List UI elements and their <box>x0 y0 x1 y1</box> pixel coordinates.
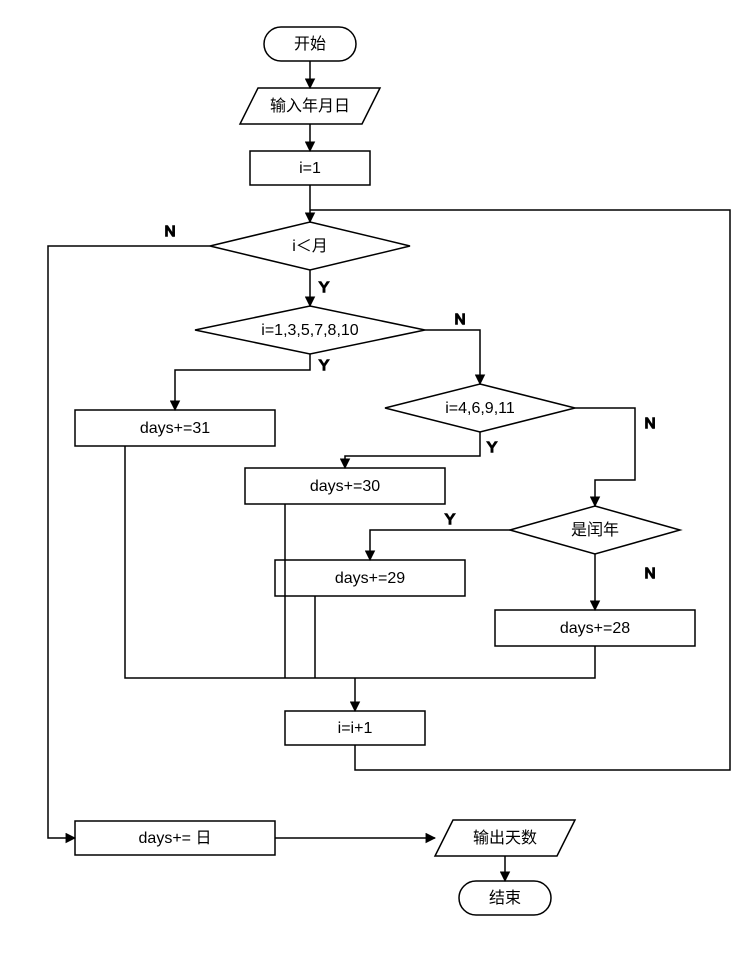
svg-text:i=4,6,9,11: i=4,6,9,11 <box>445 400 515 417</box>
svg-text:结束: 结束 <box>489 889 521 907</box>
node-cond3: i=4,6,9,11 <box>385 384 575 432</box>
svg-text:days+= 日: days+= 日 <box>139 830 212 847</box>
svg-text:i=1: i=1 <box>299 160 321 177</box>
svg-text:i=i+1: i=i+1 <box>338 720 373 737</box>
svg-text:i=1,3,5,7,8,10: i=1,3,5,7,8,10 <box>261 322 359 339</box>
flowchart-svg: 开始输入年月日 i=1 i＜月 i=1,3,5,7,8,10 i=4,6,9,11 day… <box>10 10 749 967</box>
svg-text:days+=30: days+=30 <box>310 478 380 495</box>
node-inc: i=i+1 <box>285 711 425 745</box>
node-cond2: i=1,3,5,7,8,10 <box>195 306 425 354</box>
cond3-y-label: Y <box>487 439 497 456</box>
svg-text:days+=29: days+=29 <box>335 570 405 587</box>
cond3-n-label: N <box>645 415 656 432</box>
cond2-y-label: Y <box>319 357 329 374</box>
svg-text:days+=28: days+=28 <box>560 620 630 637</box>
node-cond1: i＜月 <box>210 222 410 270</box>
node-dday: days+= 日 <box>75 821 275 855</box>
node-input: 输入年月日 <box>240 88 380 124</box>
cond1-y-label: Y <box>319 279 329 296</box>
node-d30: days+=30 <box>245 468 445 504</box>
node-d31: days+=31 <box>75 410 275 446</box>
svg-text:i＜月: i＜月 <box>292 238 328 255</box>
node-d28: days+=28 <box>495 610 695 646</box>
node-end: 结束 <box>459 881 551 915</box>
svg-text:开始: 开始 <box>294 35 326 53</box>
node-d29: days+=29 <box>275 560 465 596</box>
node-output: 输出天数 <box>435 820 575 856</box>
svg-text:是闰年: 是闰年 <box>571 521 619 539</box>
node-leap: 是闰年 <box>510 506 680 554</box>
svg-text:输出天数: 输出天数 <box>473 829 537 847</box>
leap-y-label: Y <box>445 511 455 528</box>
leap-n-label: N <box>645 565 656 582</box>
node-init: i=1 <box>250 151 370 185</box>
cond1-n-label: N <box>165 223 176 240</box>
cond2-n-label: N <box>455 311 466 328</box>
svg-text:days+=31: days+=31 <box>140 420 210 437</box>
node-start: 开始 <box>264 27 356 61</box>
svg-text:输入年月日: 输入年月日 <box>270 97 350 115</box>
nodes-group: 开始输入年月日 i=1 i＜月 i=1,3,5,7,8,10 i=4,6,9,11 day… <box>75 27 695 915</box>
